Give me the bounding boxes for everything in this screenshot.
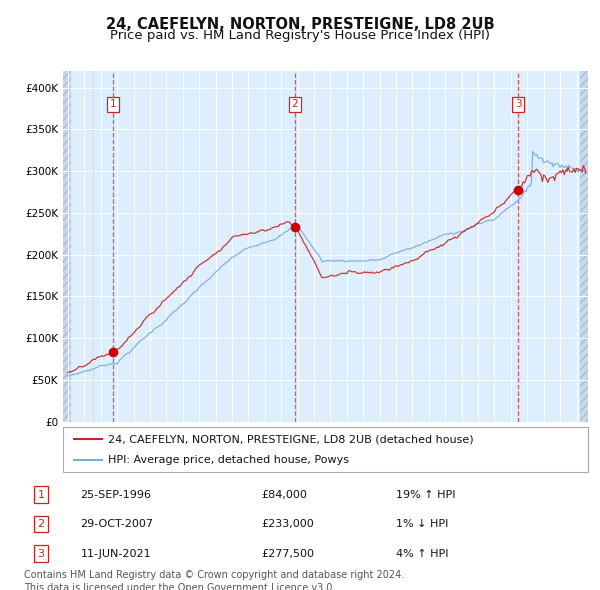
Text: 1: 1 — [109, 99, 116, 109]
Text: 1% ↓ HPI: 1% ↓ HPI — [396, 519, 449, 529]
Text: 1: 1 — [37, 490, 44, 500]
Text: 24, CAEFELYN, NORTON, PRESTEIGNE, LD8 2UB (detached house): 24, CAEFELYN, NORTON, PRESTEIGNE, LD8 2U… — [107, 434, 473, 444]
Text: 19% ↑ HPI: 19% ↑ HPI — [396, 490, 456, 500]
FancyBboxPatch shape — [63, 427, 588, 472]
Text: HPI: Average price, detached house, Powys: HPI: Average price, detached house, Powy… — [107, 455, 349, 465]
Text: Price paid vs. HM Land Registry's House Price Index (HPI): Price paid vs. HM Land Registry's House … — [110, 30, 490, 42]
Text: 24, CAEFELYN, NORTON, PRESTEIGNE, LD8 2UB: 24, CAEFELYN, NORTON, PRESTEIGNE, LD8 2U… — [106, 17, 494, 31]
Text: 11-JUN-2021: 11-JUN-2021 — [80, 549, 151, 559]
Text: This data is licensed under the Open Government Licence v3.0.: This data is licensed under the Open Gov… — [24, 584, 335, 590]
Text: 2: 2 — [37, 519, 44, 529]
Text: £277,500: £277,500 — [261, 549, 314, 559]
Text: 2: 2 — [292, 99, 298, 109]
Text: 3: 3 — [37, 549, 44, 559]
Text: 4% ↑ HPI: 4% ↑ HPI — [396, 549, 449, 559]
Text: 29-OCT-2007: 29-OCT-2007 — [80, 519, 154, 529]
Polygon shape — [580, 71, 588, 422]
Text: £233,000: £233,000 — [261, 519, 314, 529]
Text: Contains HM Land Registry data © Crown copyright and database right 2024.: Contains HM Land Registry data © Crown c… — [24, 571, 404, 581]
Text: £84,000: £84,000 — [261, 490, 307, 500]
Text: 3: 3 — [515, 99, 521, 109]
Polygon shape — [63, 71, 71, 422]
Text: 25-SEP-1996: 25-SEP-1996 — [80, 490, 151, 500]
